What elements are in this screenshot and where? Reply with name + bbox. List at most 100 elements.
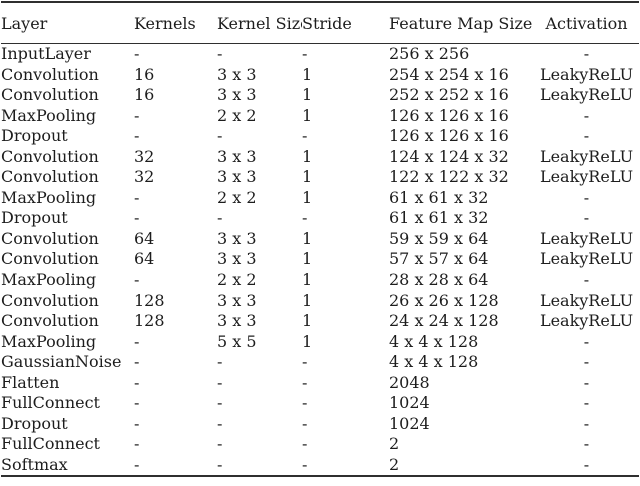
- column-header-layer: Layer: [1, 2, 134, 44]
- table-body: InputLayer - - - 256 x 256 - Convolution…: [1, 44, 639, 477]
- cell-feature-map-size: 2048: [389, 372, 430, 392]
- cell-kernels: -: [134, 434, 140, 454]
- table-row: MaxPooling - 5 x 5 1 4 x 4 x 128 -: [1, 332, 639, 353]
- cell-kernels: -: [134, 413, 140, 433]
- table-row: Dropout - - - 126 x 126 x 16 -: [1, 126, 639, 147]
- cell-stride: 1: [302, 146, 313, 166]
- cell-kernel-size: 3 x 3: [217, 146, 257, 166]
- table-row: Convolution 64 3 x 3 1 59 x 59 x 64 Leak…: [1, 229, 639, 250]
- cell-layer: Convolution: [1, 249, 99, 269]
- table-row: FullConnect - - - 1024 -: [1, 393, 639, 414]
- cell-activation: -: [583, 413, 590, 433]
- cell-activation: LeakyReLU: [539, 290, 634, 310]
- cell-feature-map-size: 59 x 59 x 64: [389, 228, 489, 248]
- cell-feature-map-size: 4 x 4 x 128: [389, 352, 479, 372]
- table-row: Convolution 128 3 x 3 1 26 x 26 x 128 Le…: [1, 291, 639, 312]
- cell-layer: Convolution: [1, 146, 99, 166]
- cell-kernels: -: [134, 208, 140, 228]
- cell-stride: 1: [302, 85, 313, 105]
- cell-activation: LeakyReLU: [539, 167, 634, 187]
- column-header-feature-map-size: Feature Map Size: [389, 2, 534, 44]
- cell-activation: -: [583, 270, 590, 290]
- table-row: GaussianNoise - - - 4 x 4 x 128 -: [1, 352, 639, 373]
- cell-activation: LeakyReLU: [539, 64, 634, 84]
- cell-kernel-size: 3 x 3: [217, 311, 257, 331]
- cell-kernels: 16: [134, 85, 155, 105]
- cell-stride: 1: [302, 64, 313, 84]
- column-header-kernel-size: Kernel Size: [217, 2, 302, 44]
- table-row: Convolution 32 3 x 3 1 124 x 124 x 32 Le…: [1, 147, 639, 168]
- cell-stride: -: [302, 413, 308, 433]
- cell-kernels: 16: [134, 64, 155, 84]
- cell-feature-map-size: 24 x 24 x 128: [389, 311, 499, 331]
- cell-layer: Convolution: [1, 167, 99, 187]
- cell-kernel-size: -: [217, 413, 223, 433]
- cell-kernels: -: [134, 105, 140, 125]
- cell-kernel-size: 3 x 3: [217, 167, 257, 187]
- cell-activation: LeakyReLU: [539, 85, 634, 105]
- cell-layer: Convolution: [1, 290, 99, 310]
- cell-kernel-size: 3 x 3: [217, 64, 257, 84]
- cell-kernels: 64: [134, 228, 155, 248]
- cell-kernels: 128: [134, 290, 165, 310]
- cell-kernel-size: -: [217, 434, 223, 454]
- column-header-stride: Stride: [302, 2, 389, 44]
- cell-kernel-size: -: [217, 372, 223, 392]
- table-row: MaxPooling - 2 x 2 1 28 x 28 x 64 -: [1, 270, 639, 291]
- cell-layer: FullConnect: [1, 434, 100, 454]
- cell-feature-map-size: 254 x 254 x 16: [389, 64, 509, 84]
- cell-stride: 1: [302, 167, 313, 187]
- cell-kernels: 64: [134, 249, 155, 269]
- cell-feature-map-size: 126 x 126 x 16: [389, 105, 509, 125]
- cell-feature-map-size: 256 x 256: [389, 44, 470, 63]
- cell-kernels: -: [134, 270, 140, 290]
- cell-activation: LeakyReLU: [539, 228, 634, 248]
- cell-activation: -: [583, 454, 590, 474]
- cell-feature-map-size: 61 x 61 x 32: [389, 187, 489, 207]
- cell-stride: -: [302, 44, 308, 63]
- table-row: MaxPooling - 2 x 2 1 61 x 61 x 32 -: [1, 188, 639, 209]
- column-header-activation: Activation: [534, 2, 639, 44]
- cell-layer: Flatten: [1, 372, 60, 392]
- cell-feature-map-size: 57 x 57 x 64: [389, 249, 489, 269]
- cell-stride: 1: [302, 331, 313, 351]
- table-row: Convolution 32 3 x 3 1 122 x 122 x 32 Le…: [1, 167, 639, 188]
- table-row: Convolution 16 3 x 3 1 254 x 254 x 16 Le…: [1, 65, 639, 86]
- cell-activation: LeakyReLU: [539, 311, 634, 331]
- cell-activation: -: [583, 105, 590, 125]
- cell-layer: Convolution: [1, 85, 99, 105]
- cell-activation: LeakyReLU: [539, 249, 634, 269]
- cell-layer: Softmax: [1, 454, 68, 474]
- cell-kernels: 32: [134, 167, 155, 187]
- cell-kernels: -: [134, 331, 140, 351]
- cell-activation: LeakyReLU: [539, 146, 634, 166]
- cell-kernel-size: 3 x 3: [217, 228, 257, 248]
- cell-feature-map-size: 28 x 28 x 64: [389, 270, 489, 290]
- cell-kernels: -: [134, 352, 140, 372]
- cell-layer: Convolution: [1, 228, 99, 248]
- cell-stride: -: [302, 372, 308, 392]
- table-row: Convolution 64 3 x 3 1 57 x 57 x 64 Leak…: [1, 249, 639, 270]
- cell-layer: Dropout: [1, 413, 68, 433]
- cell-layer: Convolution: [1, 311, 99, 331]
- cell-kernel-size: -: [217, 208, 223, 228]
- table-header: Layer Kernels Kernel Size Stride Feature…: [1, 2, 639, 44]
- table-row: Dropout - - - 61 x 61 x 32 -: [1, 208, 639, 229]
- cell-layer: Dropout: [1, 126, 68, 146]
- cell-kernels: 128: [134, 311, 165, 331]
- cell-activation: -: [583, 187, 590, 207]
- cnn-architecture-table: Layer Kernels Kernel Size Stride Feature…: [1, 1, 639, 478]
- cell-layer: InputLayer: [1, 44, 91, 63]
- cell-feature-map-size: 1024: [389, 393, 430, 413]
- cell-stride: -: [302, 126, 308, 146]
- table-row: Softmax - - - 2 -: [1, 455, 639, 477]
- cell-activation: -: [583, 393, 590, 413]
- table-header-row: Layer Kernels Kernel Size Stride Feature…: [1, 2, 639, 44]
- cell-stride: 1: [302, 311, 313, 331]
- cell-activation: -: [583, 44, 590, 63]
- cell-stride: 1: [302, 249, 313, 269]
- table-row: Convolution 16 3 x 3 1 252 x 252 x 16 Le…: [1, 85, 639, 106]
- cell-kernel-size: 3 x 3: [217, 249, 257, 269]
- table-row: MaxPooling - 2 x 2 1 126 x 126 x 16 -: [1, 106, 639, 127]
